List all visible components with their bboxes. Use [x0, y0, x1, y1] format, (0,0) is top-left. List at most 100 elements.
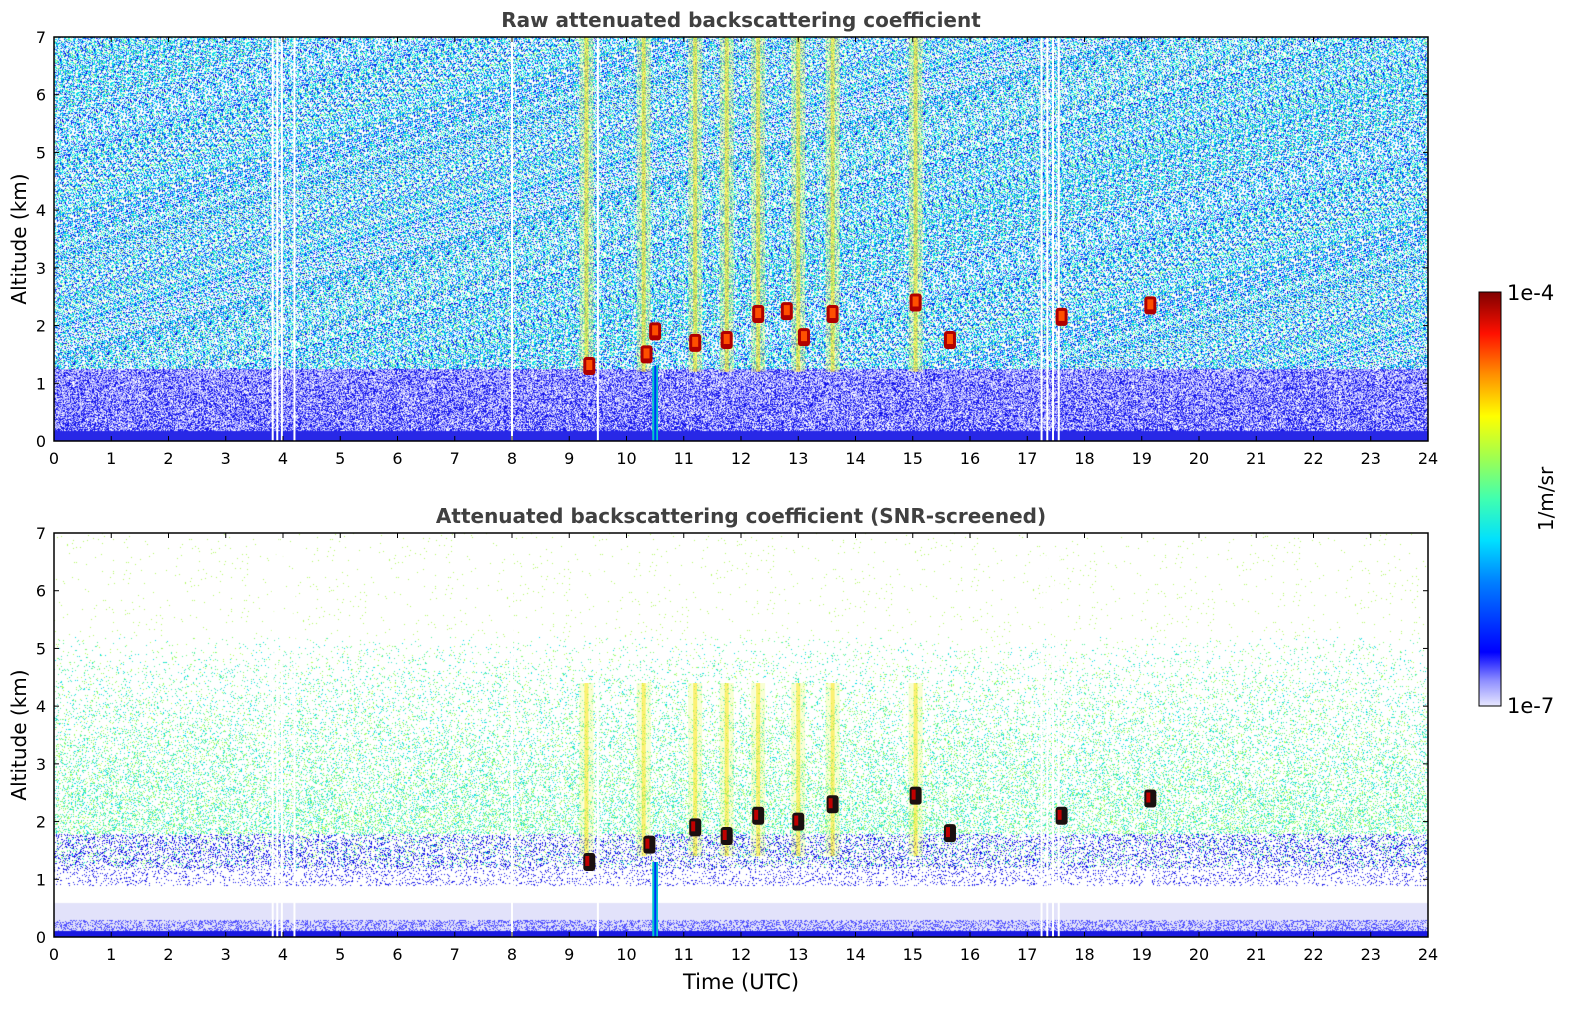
screened-x-tick-label: 17: [1017, 945, 1037, 964]
screened-backscatter-panel: Attenuated backscattering coefficient (S…: [7, 504, 1438, 994]
screened-x-tick-label: 2: [163, 945, 173, 964]
screened-cloud-core: [828, 798, 833, 809]
raw-x-tick-label: 16: [960, 449, 980, 468]
screened-cloud-core: [645, 838, 650, 849]
raw-y-tick-label: 2: [36, 317, 46, 336]
screened-x-tick-label: 14: [845, 945, 865, 964]
screened-data-gap: [293, 533, 296, 937]
raw-x-tick-label: 15: [903, 449, 923, 468]
screened-y-tick-label: 3: [36, 755, 46, 774]
colorbar-gradient: [1478, 291, 1502, 707]
raw-data-gap: [1052, 37, 1055, 441]
screened-cloud-core: [691, 821, 696, 832]
raw-precip-streak: [688, 37, 703, 372]
raw-precip-streak-core: [796, 37, 801, 372]
raw-cloud-core: [912, 296, 919, 307]
raw-surface-column-edge: [654, 365, 657, 441]
screened-precip-streak-core: [756, 683, 761, 857]
screened-cloud-core: [911, 789, 916, 800]
raw-precip-streak: [636, 37, 651, 372]
raw-cloud-core: [643, 348, 650, 359]
raw-cloud-core: [829, 308, 836, 319]
raw-data-gap: [280, 37, 283, 441]
screened-x-tick-label: 5: [335, 945, 345, 964]
raw-x-tick-label: 21: [1246, 449, 1266, 468]
screened-precip-streak: [719, 683, 734, 857]
raw-x-tick-label: 6: [392, 449, 402, 468]
raw-precip-streak: [751, 37, 766, 372]
raw-precip-streak-core: [913, 37, 918, 372]
raw-x-tick-label: 19: [1132, 449, 1152, 468]
raw-precip-streak: [791, 37, 806, 372]
raw-data-gap: [1040, 37, 1043, 441]
screened-precip-streak-core: [796, 683, 801, 857]
raw-precip-streak: [825, 37, 840, 372]
raw-precip-streak: [719, 37, 734, 372]
screened-precip-streak-core: [830, 683, 835, 857]
raw-data-gap: [276, 37, 279, 441]
raw-panel-axes: 0 1 2 3 4 5 6 7 8 9 10 11 12 13 14 15 16 17 18 19 20 21 22 23 24…: [36, 28, 1438, 468]
raw-data-gap: [1046, 37, 1049, 441]
raw-x-tick-label: 1: [106, 449, 116, 468]
screened-precip-streak: [636, 683, 651, 857]
raw-precip-streak: [579, 37, 594, 372]
raw-cloud-core: [723, 334, 730, 344]
screened-x-tick-label: 4: [278, 945, 288, 964]
raw-y-tick-label: 1: [36, 374, 46, 393]
screened-x-tick-label: 20: [1189, 945, 1209, 964]
raw-x-tick-label: 10: [616, 449, 636, 468]
raw-x-tick-label: 11: [674, 449, 694, 468]
raw-x-tick-label: 14: [845, 449, 865, 468]
screened-cloud-core: [945, 827, 950, 838]
raw-cloud-core: [755, 308, 762, 319]
screened-cloud-core: [794, 815, 799, 826]
raw-precip-streak-core: [830, 37, 835, 372]
screened-cloud-core: [1146, 792, 1151, 803]
screened-x-tick-label: 11: [674, 945, 694, 964]
screened-precip-streak-core: [724, 683, 729, 857]
raw-cloud-core: [652, 325, 659, 336]
colorbar-unit-label: 1/m/sr: [1534, 466, 1558, 531]
screened-y-tick-label: 4: [36, 697, 46, 716]
screened-x-tick-label: 7: [450, 945, 460, 964]
raw-y-tick-label: 7: [36, 28, 46, 47]
screened-y-tick-label: 0: [36, 928, 46, 947]
screened-cloud-core: [585, 855, 590, 866]
screened-panel-title: Attenuated backscattering coefficient (S…: [436, 504, 1046, 528]
screened-y-tick-label: 5: [36, 639, 46, 658]
raw-x-tick-label: 23: [1361, 449, 1381, 468]
screened-x-tick-label: 13: [788, 945, 808, 964]
screened-backscatter-field: [54, 533, 1428, 937]
screened-data-gap: [280, 533, 283, 937]
raw-precip-streak-core: [724, 37, 729, 372]
screened-cloud-core: [754, 809, 759, 820]
screened-data-gap: [511, 533, 513, 937]
raw-x-tick-label: 5: [335, 449, 345, 468]
raw-x-tick-label: 8: [507, 449, 517, 468]
raw-x-tick-label: 3: [221, 449, 231, 468]
raw-y-tick-label: 4: [36, 201, 46, 220]
raw-y-tick-label: 5: [36, 143, 46, 162]
screened-y-tick-label: 7: [36, 524, 46, 543]
raw-backscatter-field: [54, 37, 1428, 441]
screened-x-tick-label: 22: [1303, 945, 1323, 964]
screened-y-tick-label: 6: [36, 582, 46, 601]
screened-x-tick-label: 16: [960, 945, 980, 964]
raw-x-tick-label: 20: [1189, 449, 1209, 468]
raw-x-tick-label: 12: [731, 449, 751, 468]
screened-precip-streak-core: [584, 683, 589, 857]
raw-cloud-core: [1058, 310, 1065, 321]
screened-y-tick-label: 2: [36, 813, 46, 832]
screened-data-gap: [1040, 533, 1043, 937]
screened-precip-streak-core: [693, 683, 698, 857]
screened-x-tick-label: 10: [616, 945, 636, 964]
screened-precip-streak: [908, 683, 923, 857]
screened-precip-streak: [579, 683, 594, 857]
raw-data-gap: [271, 37, 274, 441]
screened-x-tick-label: 9: [564, 945, 574, 964]
screened-precip-streak: [688, 683, 703, 857]
screened-data-gap: [1052, 533, 1055, 937]
raw-cloud-core: [800, 331, 807, 342]
raw-precip-streak-core: [641, 37, 646, 372]
raw-data-gap: [293, 37, 296, 441]
